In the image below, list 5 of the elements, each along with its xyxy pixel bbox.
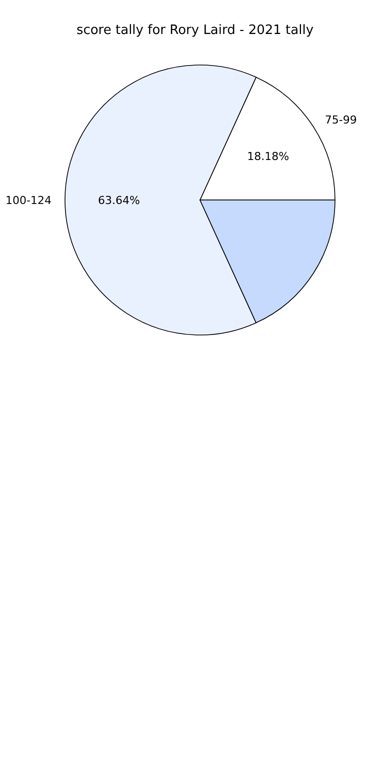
slice-label: 75-99: [324, 114, 357, 127]
chart-title: score tally for Rory Laird - 2021 tally: [76, 23, 314, 38]
data-label: 18.18%: [247, 150, 290, 164]
data-label: 63.64%: [98, 194, 140, 207]
slice-label: 100-124: [6, 194, 52, 207]
